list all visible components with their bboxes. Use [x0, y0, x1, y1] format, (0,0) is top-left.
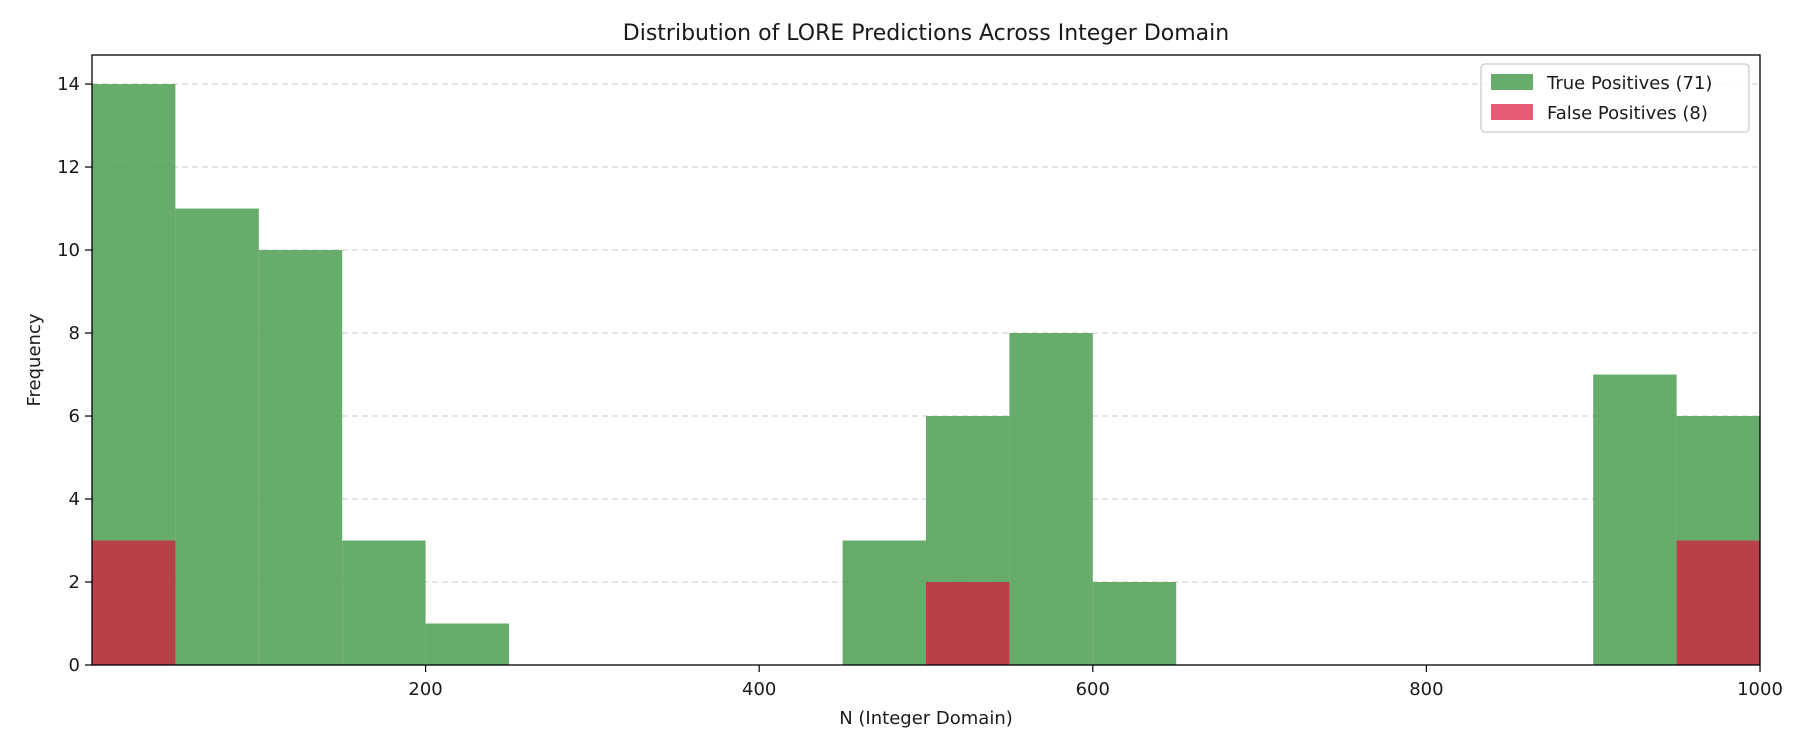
- y-tick-label: 10: [57, 240, 80, 261]
- true-positive-bar: [425, 623, 509, 665]
- legend: True Positives (71) False Positives (8): [1480, 63, 1750, 133]
- y-tick-label: 2: [69, 572, 80, 593]
- y-axis-ticks: 0 2 4 6 8 10 12 14: [57, 74, 92, 676]
- plot-frame: [91, 54, 1761, 666]
- x-tick-label: 400: [742, 679, 776, 700]
- legend-frame: [1480, 63, 1750, 133]
- true-positive-bars: [92, 84, 1760, 666]
- y-tick-label: 8: [69, 323, 80, 344]
- false-positive-bars: [92, 540, 1760, 665]
- y-tick-label: 0: [69, 655, 80, 676]
- x-tick-label: 1000: [1737, 679, 1783, 700]
- true-positive-bar: [1009, 333, 1093, 665]
- x-axis-label: N (Integer Domain): [839, 708, 1013, 729]
- legend-swatch-false-positives: [1491, 104, 1533, 120]
- y-axis-label: Frequency: [24, 313, 45, 406]
- true-positive-bar: [1593, 374, 1677, 665]
- legend-swatch-true-positives: [1491, 74, 1533, 90]
- true-positive-bar: [1092, 582, 1177, 665]
- x-axis-ticks: 200 400 600 800 1000: [408, 665, 1783, 700]
- legend-label-true-positives: True Positives (71): [1546, 73, 1712, 94]
- chart-title: Distribution of LORE Predictions Across …: [623, 21, 1229, 46]
- y-tick-label: 4: [69, 489, 80, 510]
- x-tick-label: 600: [1076, 679, 1110, 700]
- y-tick-label: 12: [57, 157, 80, 178]
- y-tick-label: 14: [57, 74, 80, 95]
- true-positive-bar: [842, 540, 926, 665]
- legend-label-false-positives: False Positives (8): [1547, 103, 1708, 124]
- false-positive-bar: [926, 582, 1010, 665]
- false-positive-bar: [92, 540, 176, 665]
- x-tick-label: 200: [408, 679, 442, 700]
- true-positive-bar: [342, 540, 426, 665]
- y-tick-label: 6: [69, 406, 80, 427]
- x-tick-label: 800: [1409, 679, 1443, 700]
- false-positive-bar: [1676, 540, 1760, 665]
- true-positive-bar: [258, 250, 343, 666]
- true-positive-bar: [175, 208, 259, 665]
